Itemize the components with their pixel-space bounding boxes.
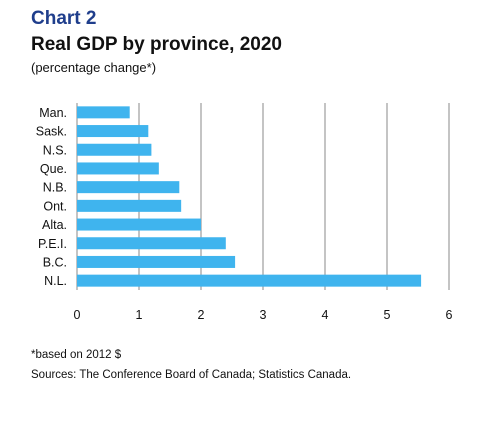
- bar-ns: [77, 143, 152, 156]
- x-tick-label: 6: [446, 308, 453, 322]
- bar-nl: [77, 274, 422, 287]
- category-label: B.C.: [43, 255, 67, 269]
- category-label: Alta.: [42, 218, 67, 232]
- category-label: Man.: [39, 106, 67, 120]
- bar-nb: [77, 181, 180, 194]
- category-label: Ont.: [43, 199, 67, 213]
- category-label: N.B.: [43, 181, 67, 195]
- chart-number: Chart 2: [31, 8, 97, 29]
- chart-title: Real GDP by province, 2020: [31, 34, 282, 55]
- category-label: N.L.: [44, 274, 67, 288]
- category-labels: Man. Sask. N.S. Que. N.B. Ont. Alta. P.E.I. B.C.…: [36, 106, 67, 288]
- x-tick-labels: 0 1 2 3 4 5 6: [74, 308, 453, 322]
- x-tick-label: 3: [260, 308, 267, 322]
- x-tick-label: 5: [384, 308, 391, 322]
- x-tick-label: 0: [74, 308, 81, 322]
- bar-ont: [77, 199, 182, 212]
- footnote: *based on 2012 $: [31, 349, 122, 361]
- x-tick-label: 2: [198, 308, 205, 322]
- bar-bc: [77, 255, 236, 268]
- source-note: Sources: The Conference Board of Canada;…: [31, 369, 352, 381]
- bar-man: [77, 106, 130, 119]
- chart-subtitle: (percentage change*): [31, 60, 157, 75]
- bar-pei: [77, 237, 226, 250]
- category-label: Sask.: [36, 125, 67, 139]
- category-label: Que.: [40, 162, 67, 176]
- bar-sask: [77, 125, 149, 138]
- bar-que: [77, 162, 159, 175]
- x-tick-label: 4: [322, 308, 329, 322]
- category-label: P.E.I.: [38, 237, 67, 251]
- category-label: N.S.: [43, 143, 67, 157]
- x-tick-label: 1: [136, 308, 143, 322]
- bar-alta: [77, 218, 201, 231]
- bars: [77, 106, 422, 287]
